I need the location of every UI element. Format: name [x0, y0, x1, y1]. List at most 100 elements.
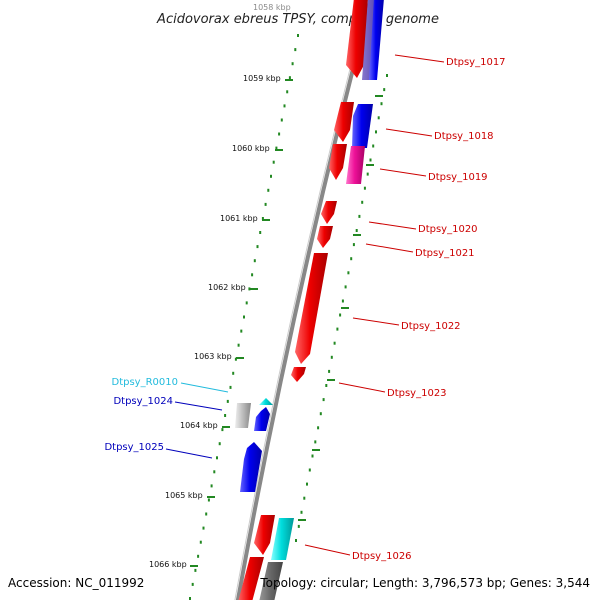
track-dot	[267, 188, 270, 192]
track-dot	[369, 158, 372, 162]
gene-arrows	[235, 102, 373, 600]
label-leaders	[165, 54, 445, 556]
track-dot	[248, 287, 251, 291]
gene-arrow-dtpsy-1021[interactable]	[317, 226, 333, 248]
inner-major-ticks	[298, 95, 383, 521]
gene-feature[interactable]	[346, 0, 368, 78]
leader-dtpsy-1018	[385, 128, 433, 137]
leader-dtpsy-1026	[304, 544, 351, 556]
ruler-label: 1060 kbp	[232, 144, 270, 153]
track-dot	[280, 118, 283, 122]
gene-arrow-dtpsy-1018-a[interactable]	[334, 102, 354, 142]
leader-dtpsy-1021	[365, 243, 414, 253]
track-dot	[202, 526, 205, 530]
gene-label-dtpsy-1017[interactable]: Dtpsy_1017	[446, 57, 506, 68]
track-dot	[221, 428, 224, 432]
track-dot	[297, 34, 299, 37]
rna-feature-dtpsy-r0010[interactable]	[259, 398, 273, 405]
track-dot	[237, 343, 240, 347]
gene-label-dtpsy-1022[interactable]: Dtpsy_1022	[401, 321, 461, 332]
ruler-labels: 1058 kbp 1059 kbp 1060 kbp 1061 kbp 1062…	[149, 3, 291, 569]
gene-label-dtpsy-1018[interactable]: Dtpsy_1018	[434, 131, 494, 142]
track-dot	[226, 399, 229, 403]
track-dot	[358, 214, 361, 218]
track-dot	[322, 398, 325, 402]
leader-dtpsy-1019	[379, 168, 427, 177]
leader-dtpsy-1022	[352, 317, 400, 326]
gene-label-dtpsy-1026[interactable]: Dtpsy_1026	[352, 551, 412, 562]
track-dot	[328, 369, 331, 373]
track-dot	[303, 496, 306, 500]
track-dot	[330, 355, 333, 359]
gene-arrow-dtpsy-1022[interactable]	[295, 253, 328, 364]
track-dot	[218, 442, 221, 446]
track-dot	[216, 456, 218, 460]
ruler-label: 1061 kbp	[220, 214, 258, 223]
track-dot	[207, 498, 210, 502]
gene-label-dtpsy-1021[interactable]: Dtpsy_1021	[415, 248, 475, 259]
ruler-major-ticks	[190, 79, 293, 567]
track-dot	[199, 540, 202, 544]
leader-dtpsy-1017	[394, 54, 445, 63]
track-dot	[286, 90, 289, 94]
track-dot	[361, 200, 364, 204]
map-title: Acidovorax ebreus TPSY, complete genome	[156, 12, 439, 27]
ruler-label: 1062 kbp	[208, 283, 246, 292]
track-dot	[352, 243, 355, 247]
gene-arrow-dtpsy-1026-b[interactable]	[271, 518, 294, 560]
track-dot	[377, 116, 380, 120]
track-dot	[278, 132, 281, 136]
track-dot	[314, 440, 317, 444]
track-dot	[259, 231, 262, 234]
gene-label-dtpsy-1020[interactable]: Dtpsy_1020	[418, 224, 478, 235]
gene-arrow-dtpsy-1020[interactable]	[321, 201, 337, 224]
gene-arrow-dtpsy-1019[interactable]	[346, 146, 365, 184]
track-dot	[288, 76, 291, 80]
gene-labels: Dtpsy_1017 Dtpsy_1018 Dtpsy_1019 Dtpsy_1…	[104, 57, 505, 562]
ruler-label: 1064 kbp	[180, 421, 218, 430]
gene-label-dtpsy-1025[interactable]: Dtpsy_1025	[104, 442, 164, 453]
ruler-label: 1066 kbp	[149, 560, 187, 569]
gene-arrow-dtpsy-1019-a[interactable]	[329, 144, 347, 180]
leader-dtpsy-1024	[174, 401, 223, 411]
leader-dtpsy-1020	[368, 221, 417, 230]
track-dot	[386, 74, 388, 77]
backbone-highlight	[234, 0, 369, 600]
track-dot	[245, 301, 248, 305]
track-dot	[300, 510, 303, 514]
track-dot	[347, 271, 350, 275]
track-dot	[229, 385, 232, 389]
gene-arrow-dtpsy-1023[interactable]	[291, 367, 306, 382]
genome-backbone	[235, 0, 373, 600]
pseudo-feature[interactable]	[235, 403, 251, 428]
leader-dtpsy-1025	[165, 448, 213, 459]
track-dot	[232, 371, 235, 375]
track-dot	[283, 104, 286, 108]
gene-feature[interactable]	[238, 557, 264, 600]
track-dot	[380, 102, 383, 106]
track-dot	[194, 568, 197, 572]
gene-arrow-dtpsy-1024[interactable]	[254, 407, 270, 431]
track-dot	[295, 539, 297, 542]
leader-dtpsy-1023	[338, 382, 386, 393]
track-dot	[297, 524, 300, 528]
gene-arrow-dtpsy-1018[interactable]	[352, 104, 373, 148]
track-dot	[363, 186, 366, 190]
genome-summary-text: Topology: circular; Length: 3,796,573 bp…	[259, 576, 590, 590]
gene-label-dtpsy-1023[interactable]: Dtpsy_1023	[387, 388, 447, 399]
gene-label-dtpsy-r0010[interactable]: Dtpsy_R0010	[112, 377, 179, 388]
gene-arrow-dtpsy-1025[interactable]	[240, 442, 262, 492]
gene-arrow-dtpsy-1026[interactable]	[254, 515, 275, 555]
inner-tick-track	[295, 74, 388, 542]
track-dot	[317, 426, 320, 430]
track-dot	[261, 217, 264, 220]
ruler-label: 1058 kbp	[253, 3, 291, 12]
track-dot	[319, 412, 322, 416]
gene-label-dtpsy-1019[interactable]: Dtpsy_1019	[428, 172, 488, 183]
track-dot	[210, 484, 213, 488]
gene-feature[interactable]	[259, 562, 283, 600]
gene-label-dtpsy-1024[interactable]: Dtpsy_1024	[113, 396, 173, 407]
gene-feature[interactable]	[369, 0, 384, 80]
